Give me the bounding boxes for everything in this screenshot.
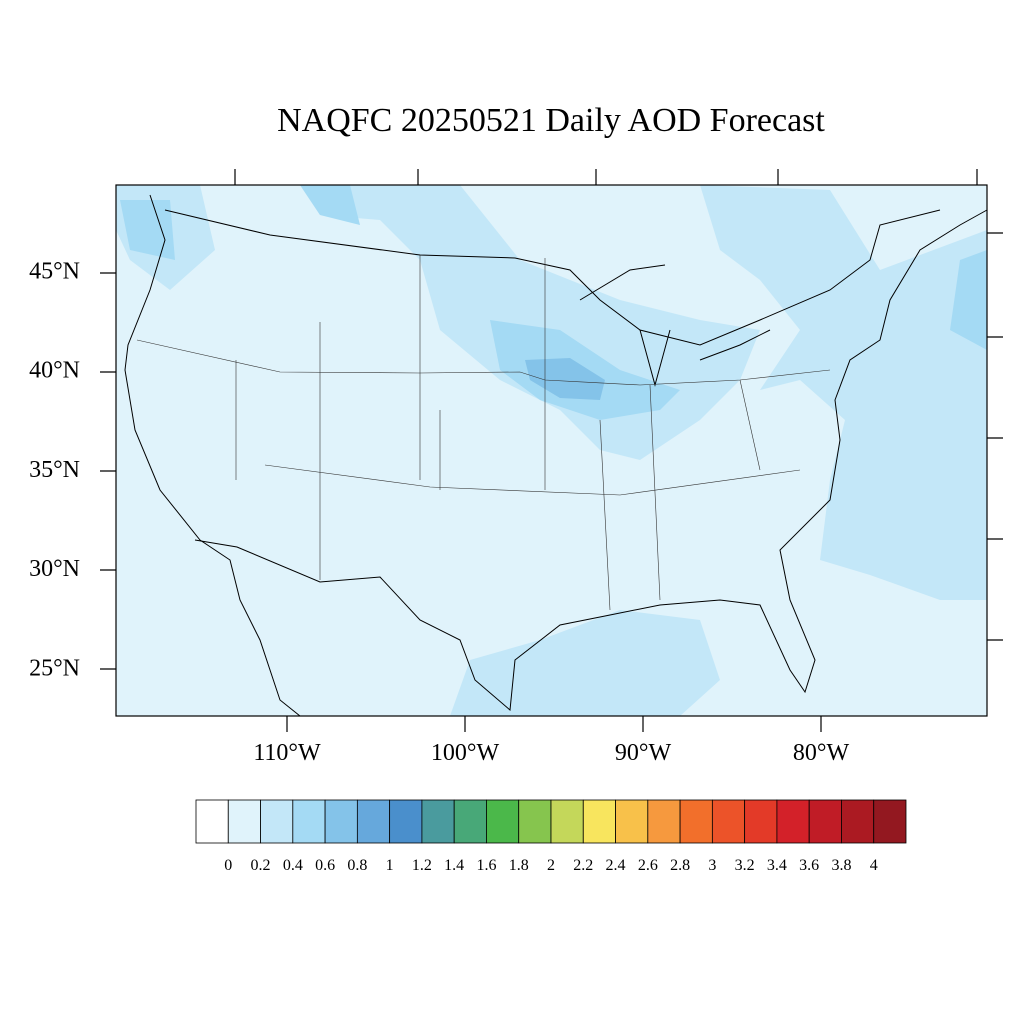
colorbar-box [453, 799, 487, 844]
colorbar-box [356, 799, 391, 844]
colorbar-box [841, 799, 875, 844]
frame-ticks [100, 169, 1003, 732]
colorbar-label: 4 [870, 857, 878, 874]
colorbar-box [550, 799, 584, 844]
colorbar-box [679, 799, 713, 844]
colorbar-label: 2 [547, 857, 555, 874]
lat-label: 25°N [29, 655, 80, 681]
colorbar-box [744, 799, 778, 844]
colorbar-label: 3.4 [767, 857, 787, 874]
colorbar-box [873, 799, 907, 844]
colorbar-box [808, 799, 842, 844]
colorbar-box [776, 799, 810, 844]
lon-label: 90°W [615, 740, 672, 766]
colorbar-label: 2.6 [638, 857, 658, 874]
colorbar-label: 0.8 [347, 857, 367, 874]
state-borders [136, 255, 831, 611]
map [100, 169, 1003, 732]
colorbar-label: 1.2 [412, 857, 432, 874]
colorbar-box [260, 799, 294, 844]
lat-labels: 45°N 40°N 35°N 30°N 25°N [29, 259, 80, 682]
colorbar-label: 1.8 [509, 857, 529, 874]
colorbar-box [324, 799, 358, 844]
lon-labels: 110°W 100°W 90°W 80°W [253, 740, 849, 766]
colorbar-box [647, 799, 681, 844]
colorbar-label: 2.8 [670, 857, 690, 874]
colorbar-label: 0.4 [283, 857, 303, 874]
lat-label: 30°N [29, 556, 80, 582]
colorbar-label: 0.6 [315, 857, 335, 874]
colorbar-box [421, 799, 455, 844]
colorbar-label: 3.6 [799, 857, 819, 874]
colorbar-box [711, 799, 746, 844]
colorbar-box [486, 799, 520, 844]
lon-label: 110°W [253, 740, 321, 766]
map-frame [115, 184, 988, 717]
colorbar-box [615, 799, 649, 844]
lon-label: 100°W [431, 740, 500, 766]
colorbar-box [389, 799, 423, 844]
lat-label: 35°N [29, 457, 80, 483]
colorbar-label: 2.2 [573, 857, 593, 874]
colorbar: 0 0.2 0.4 0.6 0.8 1 1.2 1.4 1.6 1.8 2 2.2 2.4 2.6 2.8 3… [195, 799, 907, 874]
colorbar-box [518, 799, 552, 844]
lat-label: 45°N [29, 259, 80, 285]
colorbar-box [292, 799, 326, 844]
colorbar-label: 1.4 [444, 857, 464, 874]
colorbar-label: 1.6 [476, 857, 496, 874]
colorbar-box [195, 799, 229, 844]
colorbar-box [227, 799, 261, 844]
map-title: NAQFC 20250521 Daily AOD Forecast [277, 102, 825, 139]
colorbar-box [582, 799, 616, 844]
colorbar-label: 1 [386, 857, 394, 874]
colorbar-label: 3.2 [735, 857, 755, 874]
colorbar-label: 0.2 [251, 857, 271, 874]
lon-label: 80°W [793, 740, 850, 766]
colorbar-label: 2.4 [606, 857, 626, 874]
colorbar-label: 3.8 [831, 857, 851, 874]
colorbar-label: 3 [708, 857, 716, 874]
colorbar-label: 0 [224, 857, 232, 874]
lat-label: 40°N [29, 358, 80, 384]
